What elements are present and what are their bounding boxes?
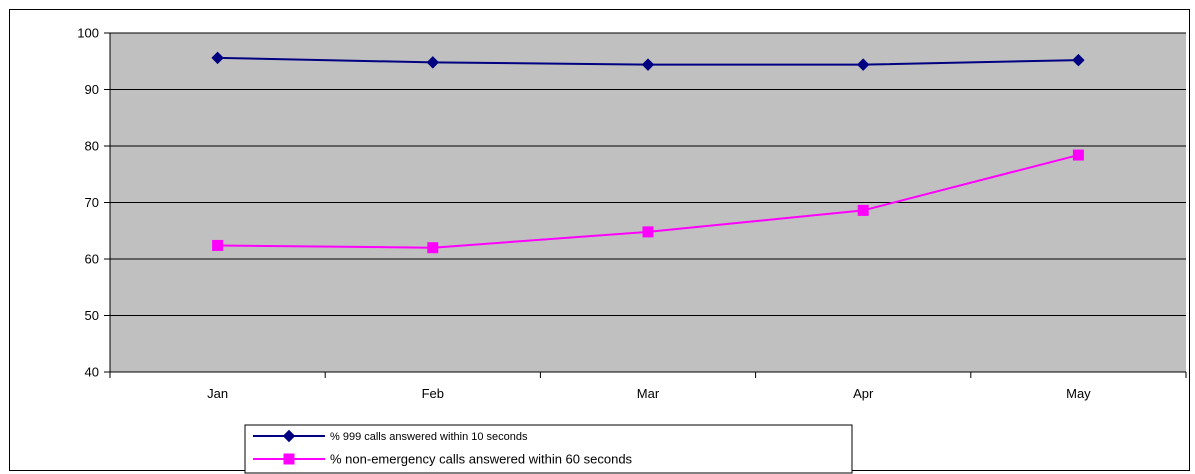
legend-item: % 999 calls answered within 10 seconds [253,429,528,443]
legend-marker [283,453,295,465]
series-lines [211,51,1085,254]
x-axis-tick-labels: Jan Feb Mar Apr May [207,386,1091,401]
legend-label: % non-emergency calls answered within 60… [330,452,633,467]
x-axis-tick-label: Apr [853,386,874,401]
series-2 [212,149,1084,254]
y-axis-tick-label: 70 [85,195,99,210]
gridlines [110,32,1186,316]
x-axis-tick-label: May [1066,386,1091,401]
y-axis-tick-label: 50 [85,308,99,323]
x-axis-tick-label: Feb [422,386,444,401]
data-point [426,56,440,69]
data-point [857,204,869,216]
data-point [427,242,439,254]
data-point [211,51,224,65]
legend-item: % non-emergency calls answered within 60… [253,452,633,467]
legend: % 999 calls answered within 10 seconds % … [244,424,853,474]
series-1 [211,51,1085,71]
y-axis-tick-labels: 40 50 60 70 80 90 100 [77,26,99,380]
y-axis-tick-label: 80 [85,139,99,154]
data-point [1072,149,1084,161]
x-axis-tick-label: Mar [637,386,660,401]
axes [104,32,1187,378]
legend-marker [282,429,296,443]
y-axis-tick-label: 60 [85,252,99,267]
data-point [642,226,654,238]
y-axis-tick-label: 90 [85,82,99,97]
legend-label: % 999 calls answered within 10 seconds [330,431,528,443]
x-axis-tick-label: Jan [207,386,228,401]
data-point [212,239,224,251]
y-axis-tick-label: 100 [77,26,99,41]
data-point [641,58,655,71]
data-point [1072,53,1085,67]
y-axis-tick-label: 40 [85,365,99,380]
legend-box [244,424,853,474]
data-point [856,58,870,71]
